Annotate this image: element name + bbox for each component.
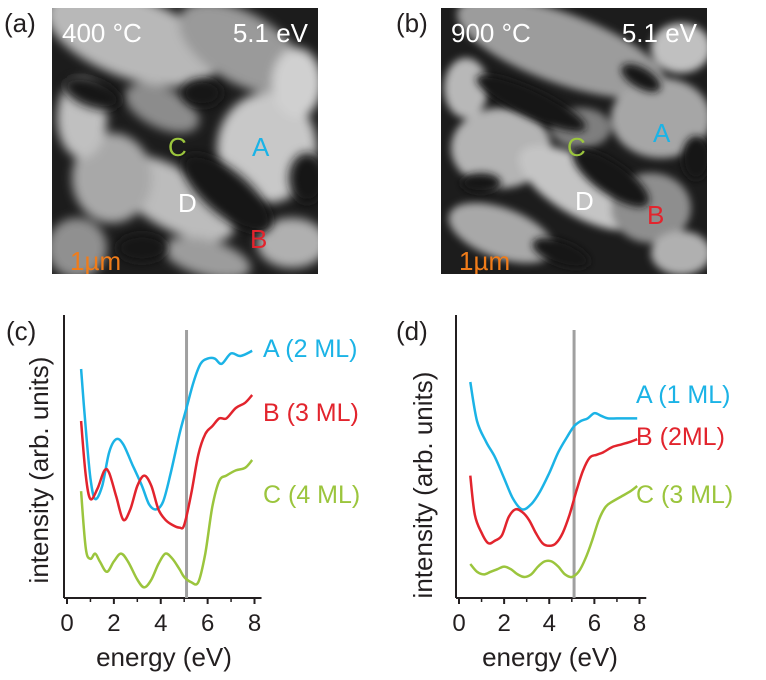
chart-d-x-axis-label: energy (eV) — [482, 642, 618, 672]
chart-d-series-a-label: A (1 ML) — [636, 381, 730, 409]
region-label-d: D — [575, 186, 594, 216]
energy-label-b: 5.1 eV — [621, 18, 697, 48]
temperature-label-b: 900 °C — [451, 18, 531, 48]
chart-d-series-b-line — [469, 438, 638, 548]
scalebar-label-a: 1µm — [70, 246, 122, 274]
chart-c-panel-label: (c) — [6, 316, 36, 346]
region-label-a: A — [653, 118, 671, 148]
region-label-c: C — [168, 132, 187, 162]
chart-d-y-axis-label: intensity (arb. units) — [408, 372, 438, 599]
chart-c-series-a-label: A (2 ML) — [263, 335, 357, 363]
chart-c-series-b-label: B (3 ML) — [263, 399, 359, 427]
chart-c-x-tick-label: 0 — [60, 610, 73, 637]
scalebar-label-b: 1µm — [459, 246, 511, 274]
chart-c-series-c-label: C (4 ML) — [263, 481, 360, 509]
chart-c-series-c-line — [79, 459, 254, 589]
energy-label-a: 5.1 eV — [232, 18, 308, 48]
micrograph-a-texture — [52, 8, 318, 274]
chart-d-x-tick-label: 8 — [633, 610, 646, 637]
chart-d-x-tick-label: 6 — [588, 610, 601, 637]
chart-d-series-c-label: C (3 ML) — [636, 481, 733, 509]
panel-label-b: (b) — [396, 8, 428, 38]
chart-c-y-axis-label: intensity (arb. units) — [24, 357, 54, 584]
chart-c-x-tick-label: 6 — [201, 610, 214, 637]
chart-d-x-tick-label: 2 — [497, 610, 510, 637]
chart-c-series-b-line — [79, 394, 254, 530]
region-label-a: A — [252, 132, 270, 162]
region-label-b: B — [647, 200, 665, 230]
chart-d-x-tick-label: 0 — [452, 610, 465, 637]
chart-d-svg: (d) 0 2 4 6 8 energy (eV) intensity (arb. units… — [396, 315, 733, 672]
chart-d-panel-label: (d) — [396, 316, 428, 346]
chart-c-svg: (c) 0 2 4 6 8 energy (eV) intensity (arb. units… — [6, 315, 360, 672]
chart-c: (c) 0 2 4 6 8 energy (eV) intensity (arb. units… — [0, 310, 390, 675]
chart-c-x-tick-label: 4 — [154, 610, 167, 637]
panel-label-a: (a) — [4, 8, 36, 38]
chart-d-x-tick-label: 4 — [543, 610, 556, 637]
chart-d-series-b-label: B (2ML) — [636, 423, 725, 451]
temperature-label-a: 400 °C — [62, 18, 142, 48]
chart-c-x-tick-label: 2 — [107, 610, 120, 637]
region-label-c: C — [567, 132, 586, 162]
micrograph-b-texture — [441, 8, 707, 274]
region-label-d: D — [178, 188, 197, 218]
chart-d-series-a-line — [469, 381, 638, 511]
chart-d: (d) 0 2 4 6 8 energy (eV) intensity (arb. units… — [388, 310, 766, 675]
micrograph-b: 900 °C 5.1 eV C A D B 1µm — [441, 8, 707, 274]
chart-c-x-tick-label: 8 — [248, 610, 261, 637]
chart-c-series-a-line — [79, 349, 253, 511]
region-label-b: B — [250, 224, 268, 254]
chart-d-series-c-line — [469, 485, 638, 579]
chart-c-x-axis-label: energy (eV) — [96, 642, 232, 672]
micrograph-a: 400 °C 5.1 eV C A D B 1µm — [52, 8, 318, 274]
